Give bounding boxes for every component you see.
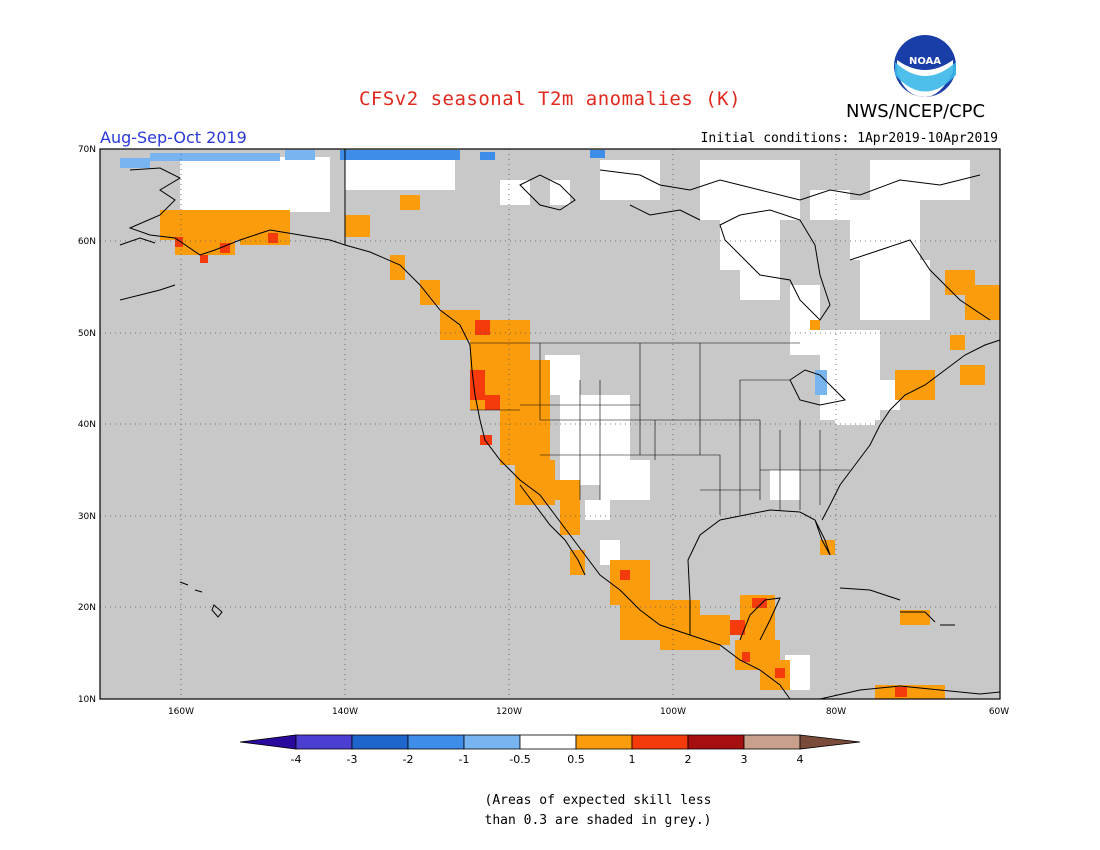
colorbar-label: -1 [459,753,470,766]
graticule [100,149,1000,699]
colorbar-bin [743,734,801,750]
noaa-logo: NOAA [894,35,956,97]
colorbar-bin [295,734,353,750]
colorbar-label: -2 [403,753,414,766]
skill-note: (Areas of expected skill less than 0.3 a… [0,791,1100,831]
lat-tick-30n: 30N [78,512,96,522]
svg-text:NOAA: NOAA [909,56,941,67]
skill-note-line-1: (Areas of expected skill less [484,793,712,808]
lat-tick-70n: 70N [78,145,96,155]
lat-tick-10n: 10N [78,695,96,705]
colorbar-bin [463,734,521,750]
colorbar-bin [575,734,633,750]
longitude-tick-labels: 160W 140W 120W 100W 80W 60W [168,707,1009,717]
map-frame [99,148,1001,700]
political-borders [470,342,850,515]
colorbar [239,734,861,750]
colorbar-bin [407,734,465,750]
colorbar-label: -3 [347,753,358,766]
lon-tick-140w: 140W [332,707,358,717]
lat-tick-20n: 20N [78,603,96,613]
lat-tick-50n: 50N [78,329,96,339]
lon-tick-80w: 80W [826,707,846,717]
lon-tick-120w: 120W [496,707,522,717]
colorbar-bin [351,734,409,750]
colorbar-label: 4 [797,753,804,766]
anomaly-red-regions [175,233,907,697]
colorbar-label: 0.5 [567,753,585,766]
colorbar-label: 2 [685,753,692,766]
colorbar-cap-right [799,734,861,750]
colorbar-bin [687,734,745,750]
skill-note-line-2: than 0.3 are shaded in grey.) [484,813,712,828]
anomaly-blue-regions [120,150,827,395]
agency-label: NWS/NCEP/CPC [846,101,986,122]
lon-tick-60w: 60W [989,707,1009,717]
colorbar-label: 1 [629,753,636,766]
chart-title: CFSv2 seasonal T2m anomalies (K) [358,88,742,110]
initial-conditions: Initial conditions: 1Apr2019-10Apr2019 [700,131,998,146]
latitude-tick-labels: 70N 60N 50N 40N 30N 20N 10N [78,145,96,705]
colorbar-cap-left [239,734,297,750]
colorbar-labels: -4 -3 -2 -1 -0.5 0.5 1 2 3 4 [291,753,804,766]
coastlines [119,149,1001,700]
colorbar-bin [519,734,577,750]
lat-tick-40n: 40N [78,420,96,430]
colorbar-label: -0.5 [509,753,530,766]
lon-tick-160w: 160W [168,707,194,717]
forecast-period: Aug-Sep-Oct 2019 [100,128,247,147]
colorbar-label: -4 [291,753,302,766]
lat-tick-60n: 60N [78,237,96,247]
colorbar-label: 3 [741,753,748,766]
lon-tick-100w: 100W [660,707,686,717]
colorbar-bin [631,734,689,750]
